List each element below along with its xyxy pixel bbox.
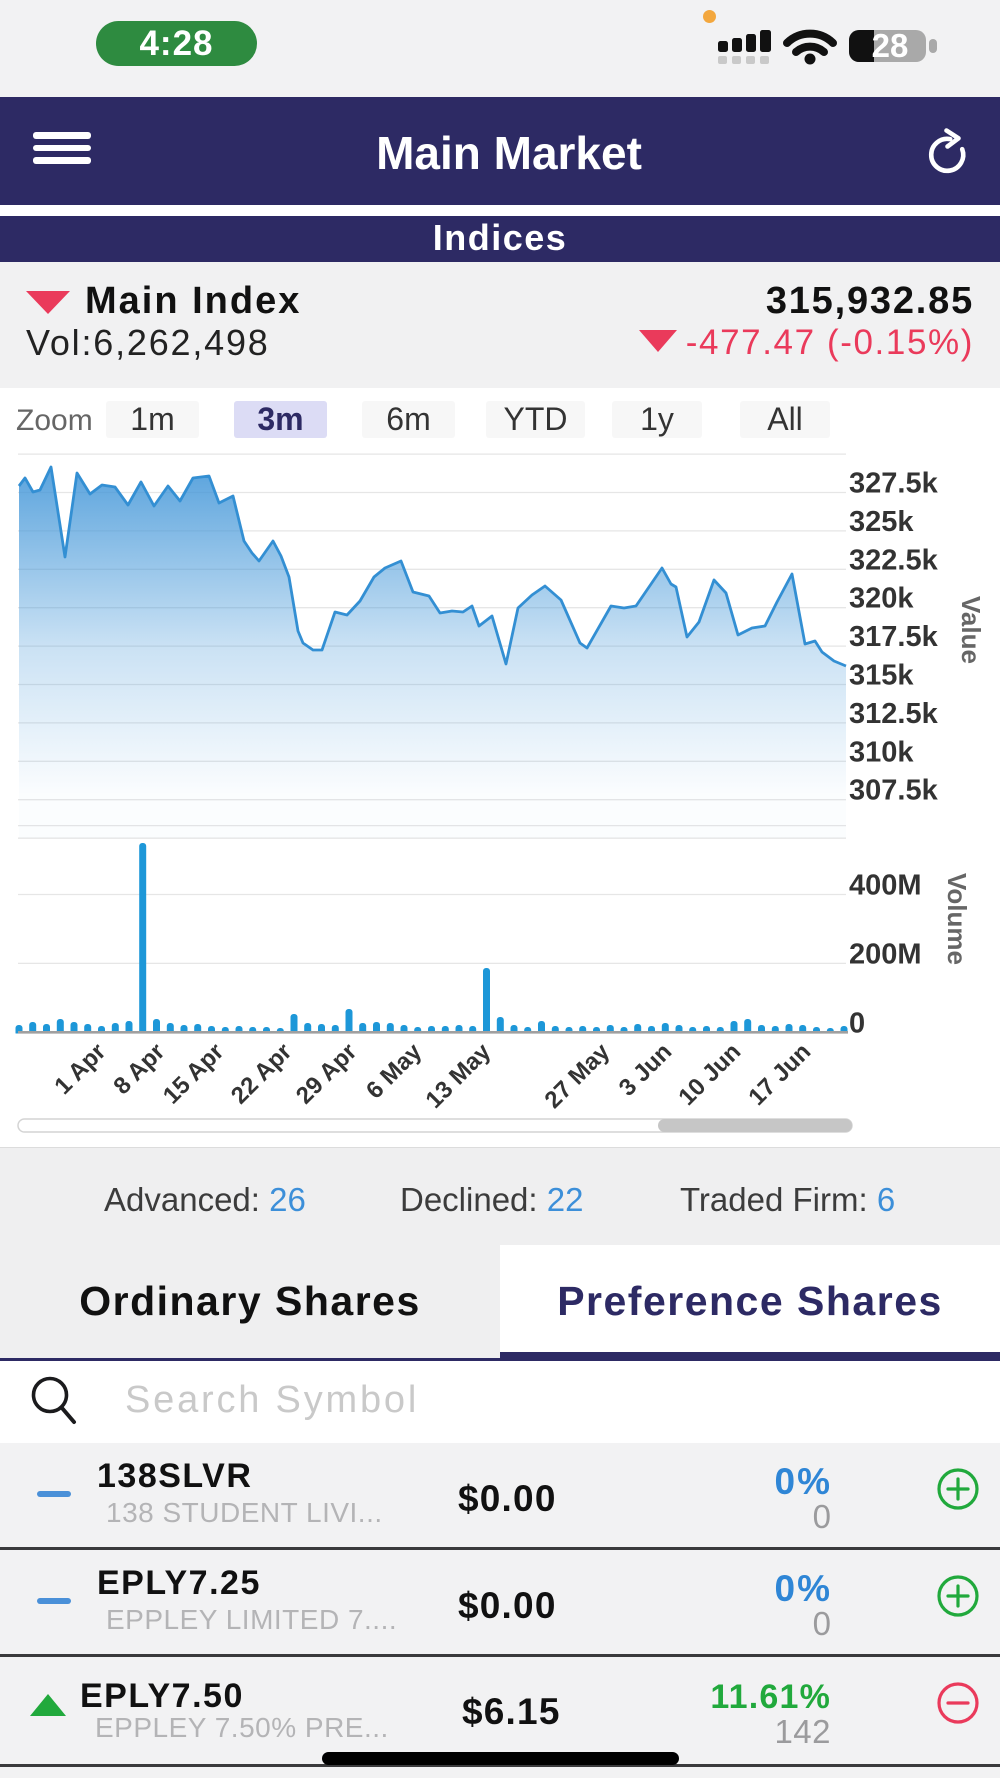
svg-text:13 May: 13 May [421, 1038, 497, 1114]
svg-text:1 Apr: 1 Apr [49, 1038, 111, 1100]
svg-text:27 May: 27 May [540, 1038, 616, 1114]
svg-text:307.5k: 307.5k [849, 775, 939, 807]
svg-text:0: 0 [849, 1007, 865, 1039]
svg-text:400M: 400M [849, 870, 922, 902]
svg-text:310k: 310k [849, 736, 914, 768]
svg-text:320k: 320k [849, 583, 914, 615]
svg-text:17 Jun: 17 Jun [743, 1038, 816, 1111]
svg-text:6 May: 6 May [361, 1038, 428, 1105]
svg-text:327.5k: 327.5k [849, 468, 939, 500]
svg-text:22 Apr: 22 Apr [226, 1038, 297, 1109]
svg-text:3 Jun: 3 Jun [614, 1038, 677, 1101]
svg-text:15 Apr: 15 Apr [158, 1038, 229, 1109]
svg-text:312.5k: 312.5k [849, 698, 939, 730]
svg-text:317.5k: 317.5k [849, 621, 939, 653]
svg-text:29 Apr: 29 Apr [291, 1038, 362, 1109]
svg-text:315k: 315k [849, 660, 914, 692]
svg-text:322.5k: 322.5k [849, 544, 939, 576]
svg-text:Volume: Volume [942, 873, 972, 965]
svg-text:325k: 325k [849, 506, 914, 538]
svg-text:28: 28 [872, 27, 909, 64]
svg-text:10 Jun: 10 Jun [673, 1038, 746, 1111]
svg-text:Value: Value [956, 596, 986, 664]
svg-text:200M: 200M [849, 938, 922, 970]
